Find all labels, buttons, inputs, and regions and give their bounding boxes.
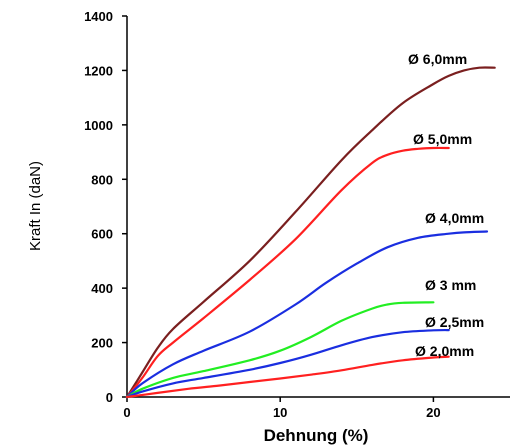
y-tick-label: 0 [106,390,113,405]
y-tick-label: 600 [91,227,113,242]
series-labels: Ø 6,0mm Ø 5,0mm Ø 4,0mm Ø 3 mm Ø 2,5mm Ø 2,0m… [408,51,484,359]
series-group [125,66,496,399]
y-tick-label: 1200 [84,63,113,78]
series-label: Ø 2,0mm [415,343,474,359]
series-line-2 [125,146,450,399]
series-label: Ø 3 mm [425,277,476,293]
axes: 0 200 400 600 800 1000 1200 1400 0 10 20 [84,9,510,420]
series-label: Ø 5,0mm [413,131,472,147]
series-line-6 [125,355,450,399]
x-tick-label: 20 [426,405,440,420]
x-tick-label: 10 [273,405,287,420]
series-label: Ø 6,0mm [408,51,467,67]
y-axis-title: Kraft In (daN) [27,161,44,251]
series-label: Ø 4,0mm [425,210,484,226]
series-line-5 [125,328,450,399]
series-line-4 [125,301,435,399]
series-label: Ø 2,5mm [425,314,484,330]
y-tick-label: 1000 [84,118,113,133]
y-tick-label: 800 [91,172,113,187]
y-tick-label: 1400 [84,9,113,24]
series-line-3 [125,230,489,399]
y-tick-label: 200 [91,336,113,351]
series-line-1 [125,66,496,399]
x-axis-title: Dehnung (%) [264,426,369,445]
x-tick-label: 0 [123,405,130,420]
y-tick-label: 400 [91,281,113,296]
